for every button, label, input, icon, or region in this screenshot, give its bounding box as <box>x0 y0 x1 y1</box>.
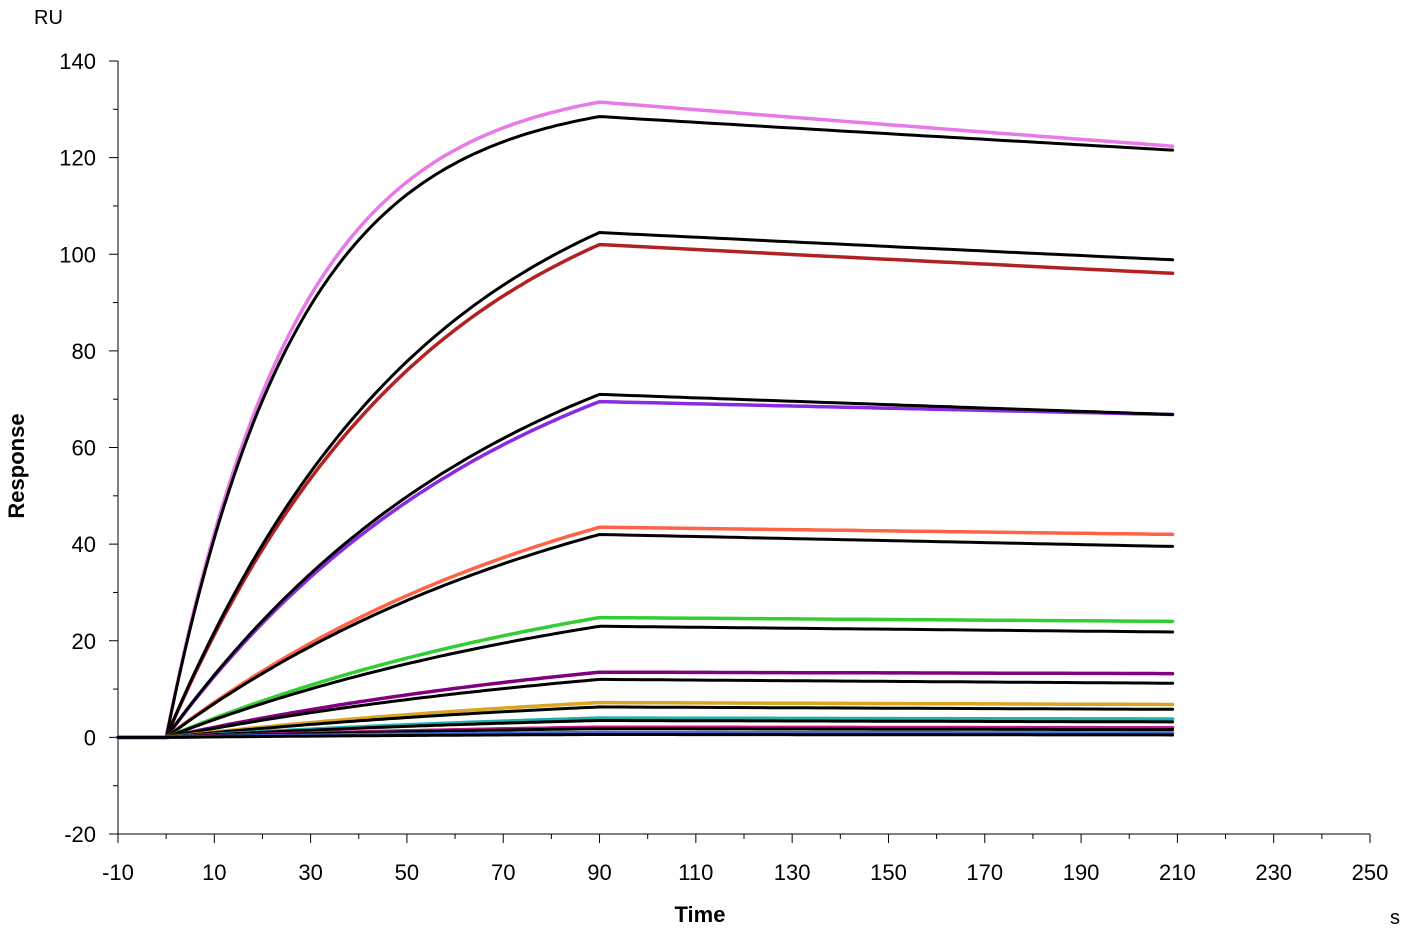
x-unit-label: s <box>1390 907 1400 929</box>
x-tick-label: 230 <box>1255 860 1292 885</box>
fit-curve-11 <box>116 677 1175 739</box>
y-tick-label: 60 <box>72 436 96 461</box>
series-layer <box>116 100 1175 740</box>
measured-curve-0 <box>116 100 1175 740</box>
x-tick-label: 130 <box>774 860 811 885</box>
x-tick-label: 170 <box>966 860 1003 885</box>
y-tick-label: 120 <box>59 146 96 171</box>
x-tick-label: 30 <box>298 860 322 885</box>
fit-curve-7 <box>116 533 1175 739</box>
x-axis-title: Time <box>675 902 726 927</box>
fit-curve-9 <box>116 624 1175 739</box>
y-tick-label: 20 <box>72 629 96 654</box>
x-tick-label: 210 <box>1159 860 1196 885</box>
measured-curve-8 <box>116 615 1175 740</box>
y-tick-label: 140 <box>59 49 96 74</box>
y-tick-label: -20 <box>64 822 96 847</box>
fit-curve-15 <box>116 719 1175 739</box>
measured-curve-12 <box>116 700 1175 740</box>
y-tick-label: 80 <box>72 339 96 364</box>
fit-curve-19 <box>116 733 1175 739</box>
x-tick-label: 50 <box>395 860 419 885</box>
x-tick-label: 110 <box>678 860 713 885</box>
y-tick-label: 100 <box>59 242 96 267</box>
y-unit-label: RU <box>34 7 63 29</box>
fit-curve-1 <box>116 115 1175 739</box>
x-tick-label: 190 <box>1063 860 1100 885</box>
x-tick-label: 150 <box>870 860 907 885</box>
x-tick-label: 250 <box>1352 860 1389 885</box>
x-tick-label: -10 <box>102 860 134 885</box>
x-tick-label: 90 <box>587 860 611 885</box>
x-tick-label: 10 <box>202 860 226 885</box>
measured-curve-4 <box>116 399 1175 740</box>
measured-curve-10 <box>116 670 1175 740</box>
fit-curve-5 <box>116 392 1175 739</box>
measured-curve-2 <box>116 242 1175 740</box>
x-tick-label: 70 <box>491 860 515 885</box>
y-tick-label: 0 <box>84 725 96 750</box>
axes: -20 0 20 40 60 80 100 120 140 -10 10 30 50 70 90 110 130… <box>59 49 1388 885</box>
fit-curve-3 <box>116 231 1175 739</box>
fit-curve-13 <box>116 705 1175 739</box>
y-tick-label: 40 <box>72 532 96 557</box>
y-axis-title: Response <box>4 413 29 518</box>
measured-curve-6 <box>116 525 1175 740</box>
